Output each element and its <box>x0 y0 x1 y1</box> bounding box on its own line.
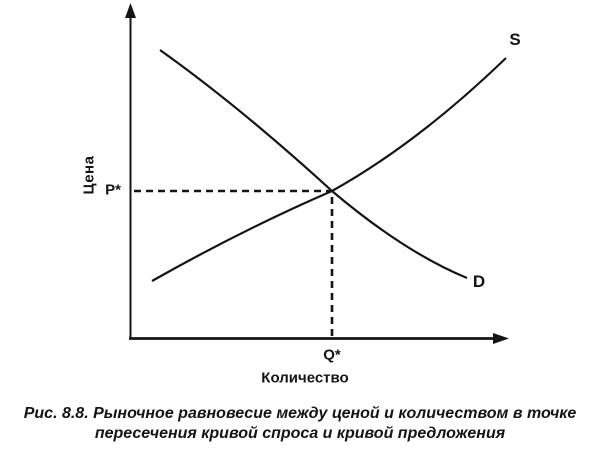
x-axis-label: Количество <box>261 369 349 387</box>
supply-curve-label: S <box>509 30 521 49</box>
y-axis-label: Цена <box>80 155 98 195</box>
x-axis-arrow-icon <box>493 333 509 344</box>
demand-curve-label: D <box>472 272 486 291</box>
caption-line-2: пересечения кривой спроса и кривой предл… <box>94 425 506 442</box>
supply-curve <box>151 57 507 282</box>
demand-curve <box>159 49 468 280</box>
figure-caption: Рис. 8.8. Рыночное равновесие между цено… <box>0 404 600 444</box>
y-axis-arrow-icon <box>125 3 136 18</box>
equilibrium-quantity-label: Q* <box>323 346 341 364</box>
caption-line-1: Рис. 8.8. Рыночное равновесие между цено… <box>23 405 577 422</box>
equilibrium-price-label: P* <box>105 181 121 199</box>
